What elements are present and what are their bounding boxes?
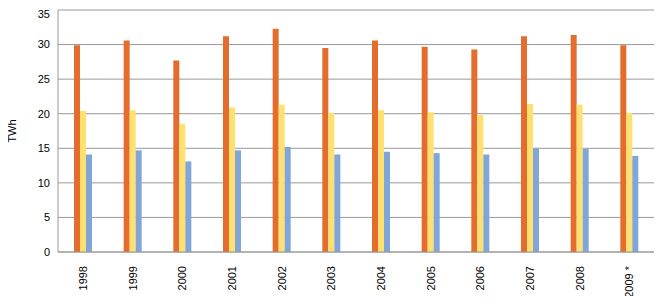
svg-text:2009 *: 2009 * [623,265,635,296]
svg-text:2008: 2008 [574,266,586,290]
svg-text:20: 20 [38,108,50,120]
svg-text:15: 15 [38,142,50,154]
svg-text:2005: 2005 [425,266,437,290]
svg-text:TWh: TWh [8,119,18,142]
svg-text:0: 0 [44,246,50,258]
svg-text:2002: 2002 [276,266,288,290]
svg-text:2003: 2003 [325,266,337,290]
svg-text:2007: 2007 [524,266,536,290]
svg-text:30: 30 [38,38,50,50]
svg-text:10: 10 [38,177,50,189]
svg-text:1998: 1998 [77,266,89,290]
svg-text:2006: 2006 [474,266,486,290]
svg-text:2000: 2000 [176,266,188,290]
svg-text:2001: 2001 [226,266,238,290]
svg-text:5: 5 [44,211,50,223]
svg-text:25: 25 [38,73,50,85]
svg-text:1999: 1999 [127,266,139,290]
svg-text:35: 35 [38,8,50,20]
svg-text:2004: 2004 [375,266,387,290]
